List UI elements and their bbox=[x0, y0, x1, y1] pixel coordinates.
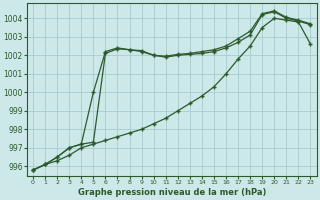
X-axis label: Graphe pression niveau de la mer (hPa): Graphe pression niveau de la mer (hPa) bbox=[77, 188, 266, 197]
